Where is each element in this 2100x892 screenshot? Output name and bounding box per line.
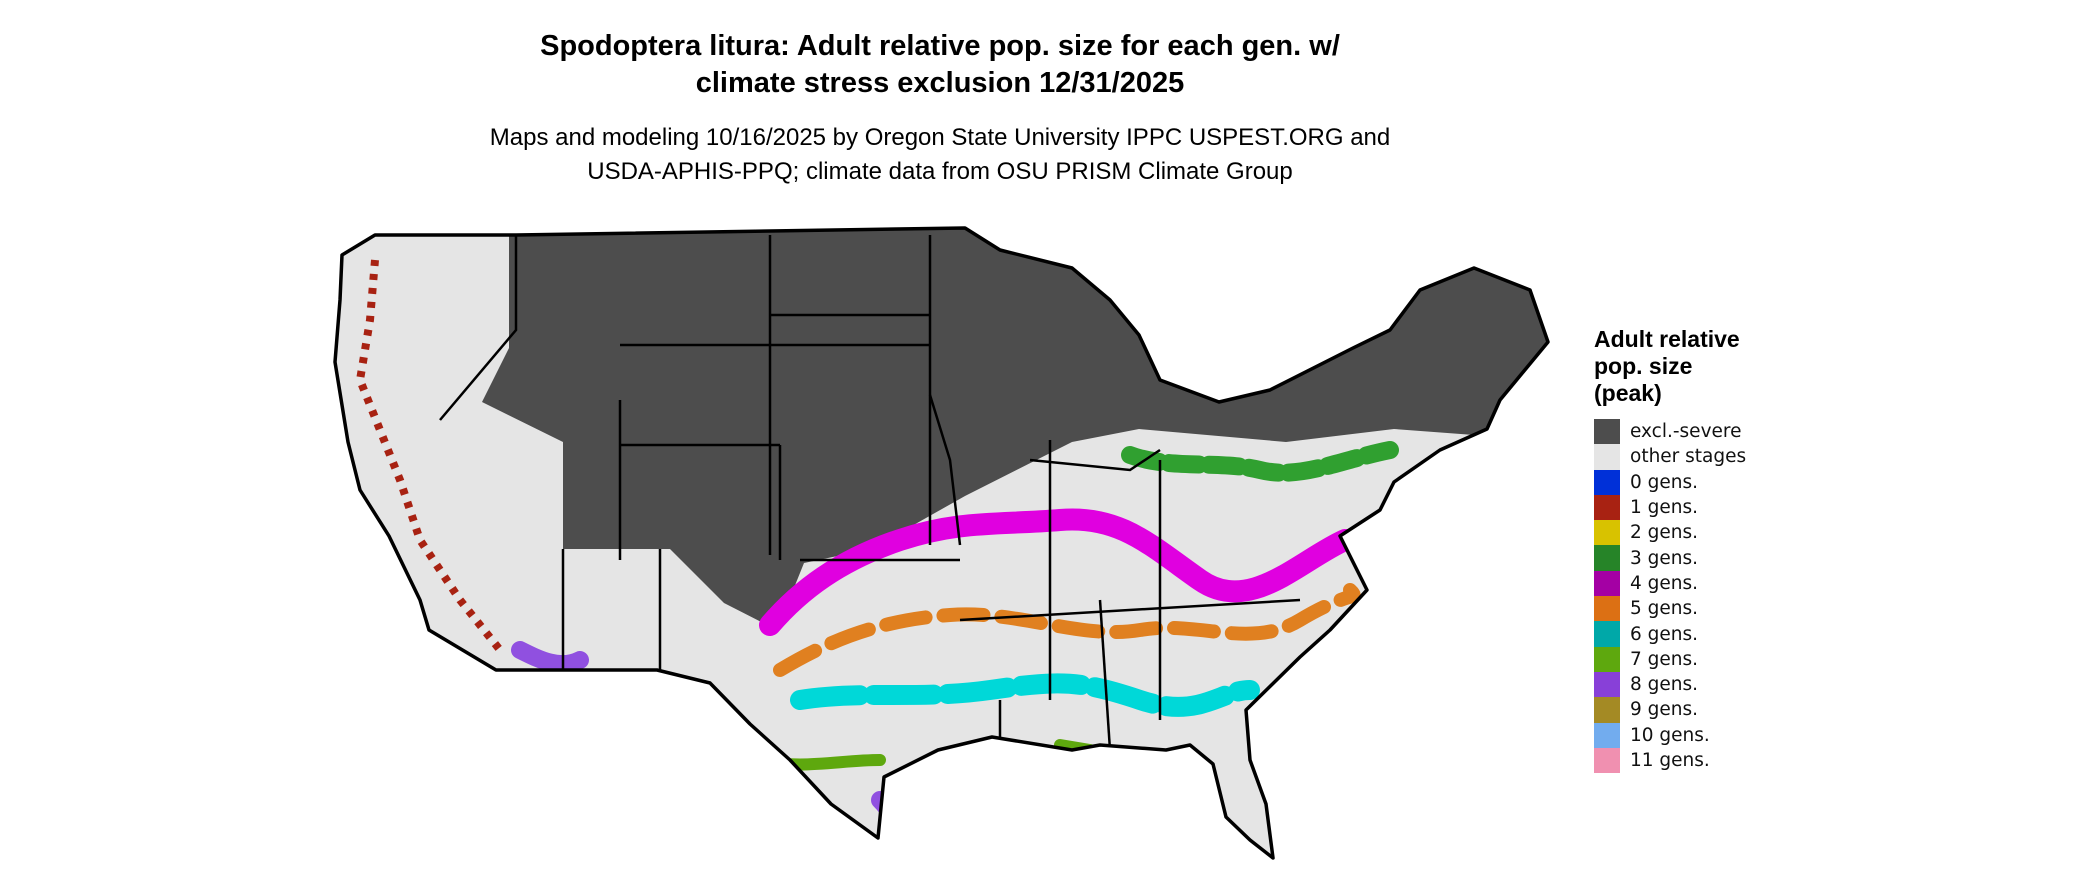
legend-swatch bbox=[1594, 419, 1620, 445]
legend-swatch bbox=[1594, 747, 1620, 774]
state-border bbox=[1029, 448, 1161, 472]
chart-title-line1: Spodoptera litura: Adult relative pop. s… bbox=[540, 30, 1340, 62]
legend-swatch bbox=[1594, 545, 1620, 571]
state-borders bbox=[439, 235, 1301, 751]
legend-swatch bbox=[1594, 722, 1620, 748]
legend-items: excl.-severe other stages 0 gens. 1 gens. 2 … bbox=[1594, 419, 1794, 774]
legend-label: 3 gens. bbox=[1630, 547, 1699, 569]
legend-label: 4 gens. bbox=[1630, 572, 1699, 594]
legend-item: 4 gens. bbox=[1594, 570, 1794, 597]
state-border bbox=[1098, 599, 1112, 751]
legend-label: 7 gens. bbox=[1630, 648, 1699, 670]
legend: Adult relative pop. size (peak) excl.-se… bbox=[1594, 326, 1794, 774]
chart-subtitle-line1: Maps and modeling 10/16/2025 by Oregon S… bbox=[489, 124, 1391, 151]
legend-label: 10 gens. bbox=[1630, 724, 1710, 746]
legend-item: 0 gens. bbox=[1594, 469, 1794, 495]
legend-swatch bbox=[1594, 570, 1620, 597]
legend-swatch bbox=[1594, 697, 1620, 723]
legend-swatch bbox=[1594, 520, 1620, 546]
legend-label: 2 gens. bbox=[1630, 522, 1699, 544]
legend-label: other stages bbox=[1630, 446, 1747, 468]
map-fill bbox=[335, 228, 1548, 858]
legend-swatch bbox=[1594, 494, 1620, 521]
state-border bbox=[439, 235, 518, 421]
legend-item: 6 gens. bbox=[1594, 621, 1794, 647]
chart-title-line2: climate stress exclusion 12/31/2025 bbox=[695, 67, 1185, 99]
gen6-band bbox=[790, 673, 1260, 717]
legend-item: 8 gens. bbox=[1594, 671, 1794, 698]
legend-label: excl.-severe bbox=[1630, 421, 1742, 443]
gen5-band bbox=[773, 583, 1361, 677]
legend-item: excl.-severe bbox=[1594, 419, 1794, 445]
legend-label: 1 gens. bbox=[1630, 497, 1699, 519]
state-border bbox=[928, 394, 962, 546]
legend-item: 11 gens. bbox=[1594, 747, 1794, 774]
legend-swatch bbox=[1594, 646, 1620, 672]
legend-title: Adult relative pop. size (peak) bbox=[1594, 326, 1794, 407]
chart-subtitle-line2: USDA-APHIS-PPQ; climate data from OSU PR… bbox=[587, 158, 1293, 185]
legend-item: 10 gens. bbox=[1594, 722, 1794, 748]
legend-label: 9 gens. bbox=[1630, 699, 1699, 721]
legend-item: 7 gens. bbox=[1594, 646, 1794, 672]
legend-swatch bbox=[1594, 671, 1620, 698]
state-border bbox=[959, 598, 1301, 622]
legend-item: 9 gens. bbox=[1594, 697, 1794, 723]
legend-label: 5 gens. bbox=[1630, 598, 1699, 620]
legend-swatch bbox=[1594, 596, 1620, 622]
legend-item: 1 gens. bbox=[1594, 494, 1794, 521]
west-coast-mix bbox=[355, 259, 504, 653]
legend-title-line: Adult relative bbox=[1594, 326, 1740, 352]
legend-label: 8 gens. bbox=[1630, 674, 1699, 696]
legend-swatch bbox=[1594, 444, 1620, 470]
gen3-band bbox=[1121, 441, 1399, 482]
legend-item: 5 gens. bbox=[1594, 596, 1794, 622]
legend-item: other stages bbox=[1594, 444, 1794, 470]
legend-title-line: (peak) bbox=[1594, 380, 1662, 406]
legend-label: 0 gens. bbox=[1630, 471, 1699, 493]
legend-item: 3 gens. bbox=[1594, 545, 1794, 571]
legend-swatch bbox=[1594, 469, 1620, 495]
us-outline bbox=[333, 226, 1550, 860]
legend-title-line: pop. size bbox=[1594, 353, 1693, 379]
legend-swatch bbox=[1594, 621, 1620, 647]
legend-item: 2 gens. bbox=[1594, 520, 1794, 546]
legend-label: 6 gens. bbox=[1630, 623, 1699, 645]
legend-label: 11 gens. bbox=[1630, 750, 1710, 771]
